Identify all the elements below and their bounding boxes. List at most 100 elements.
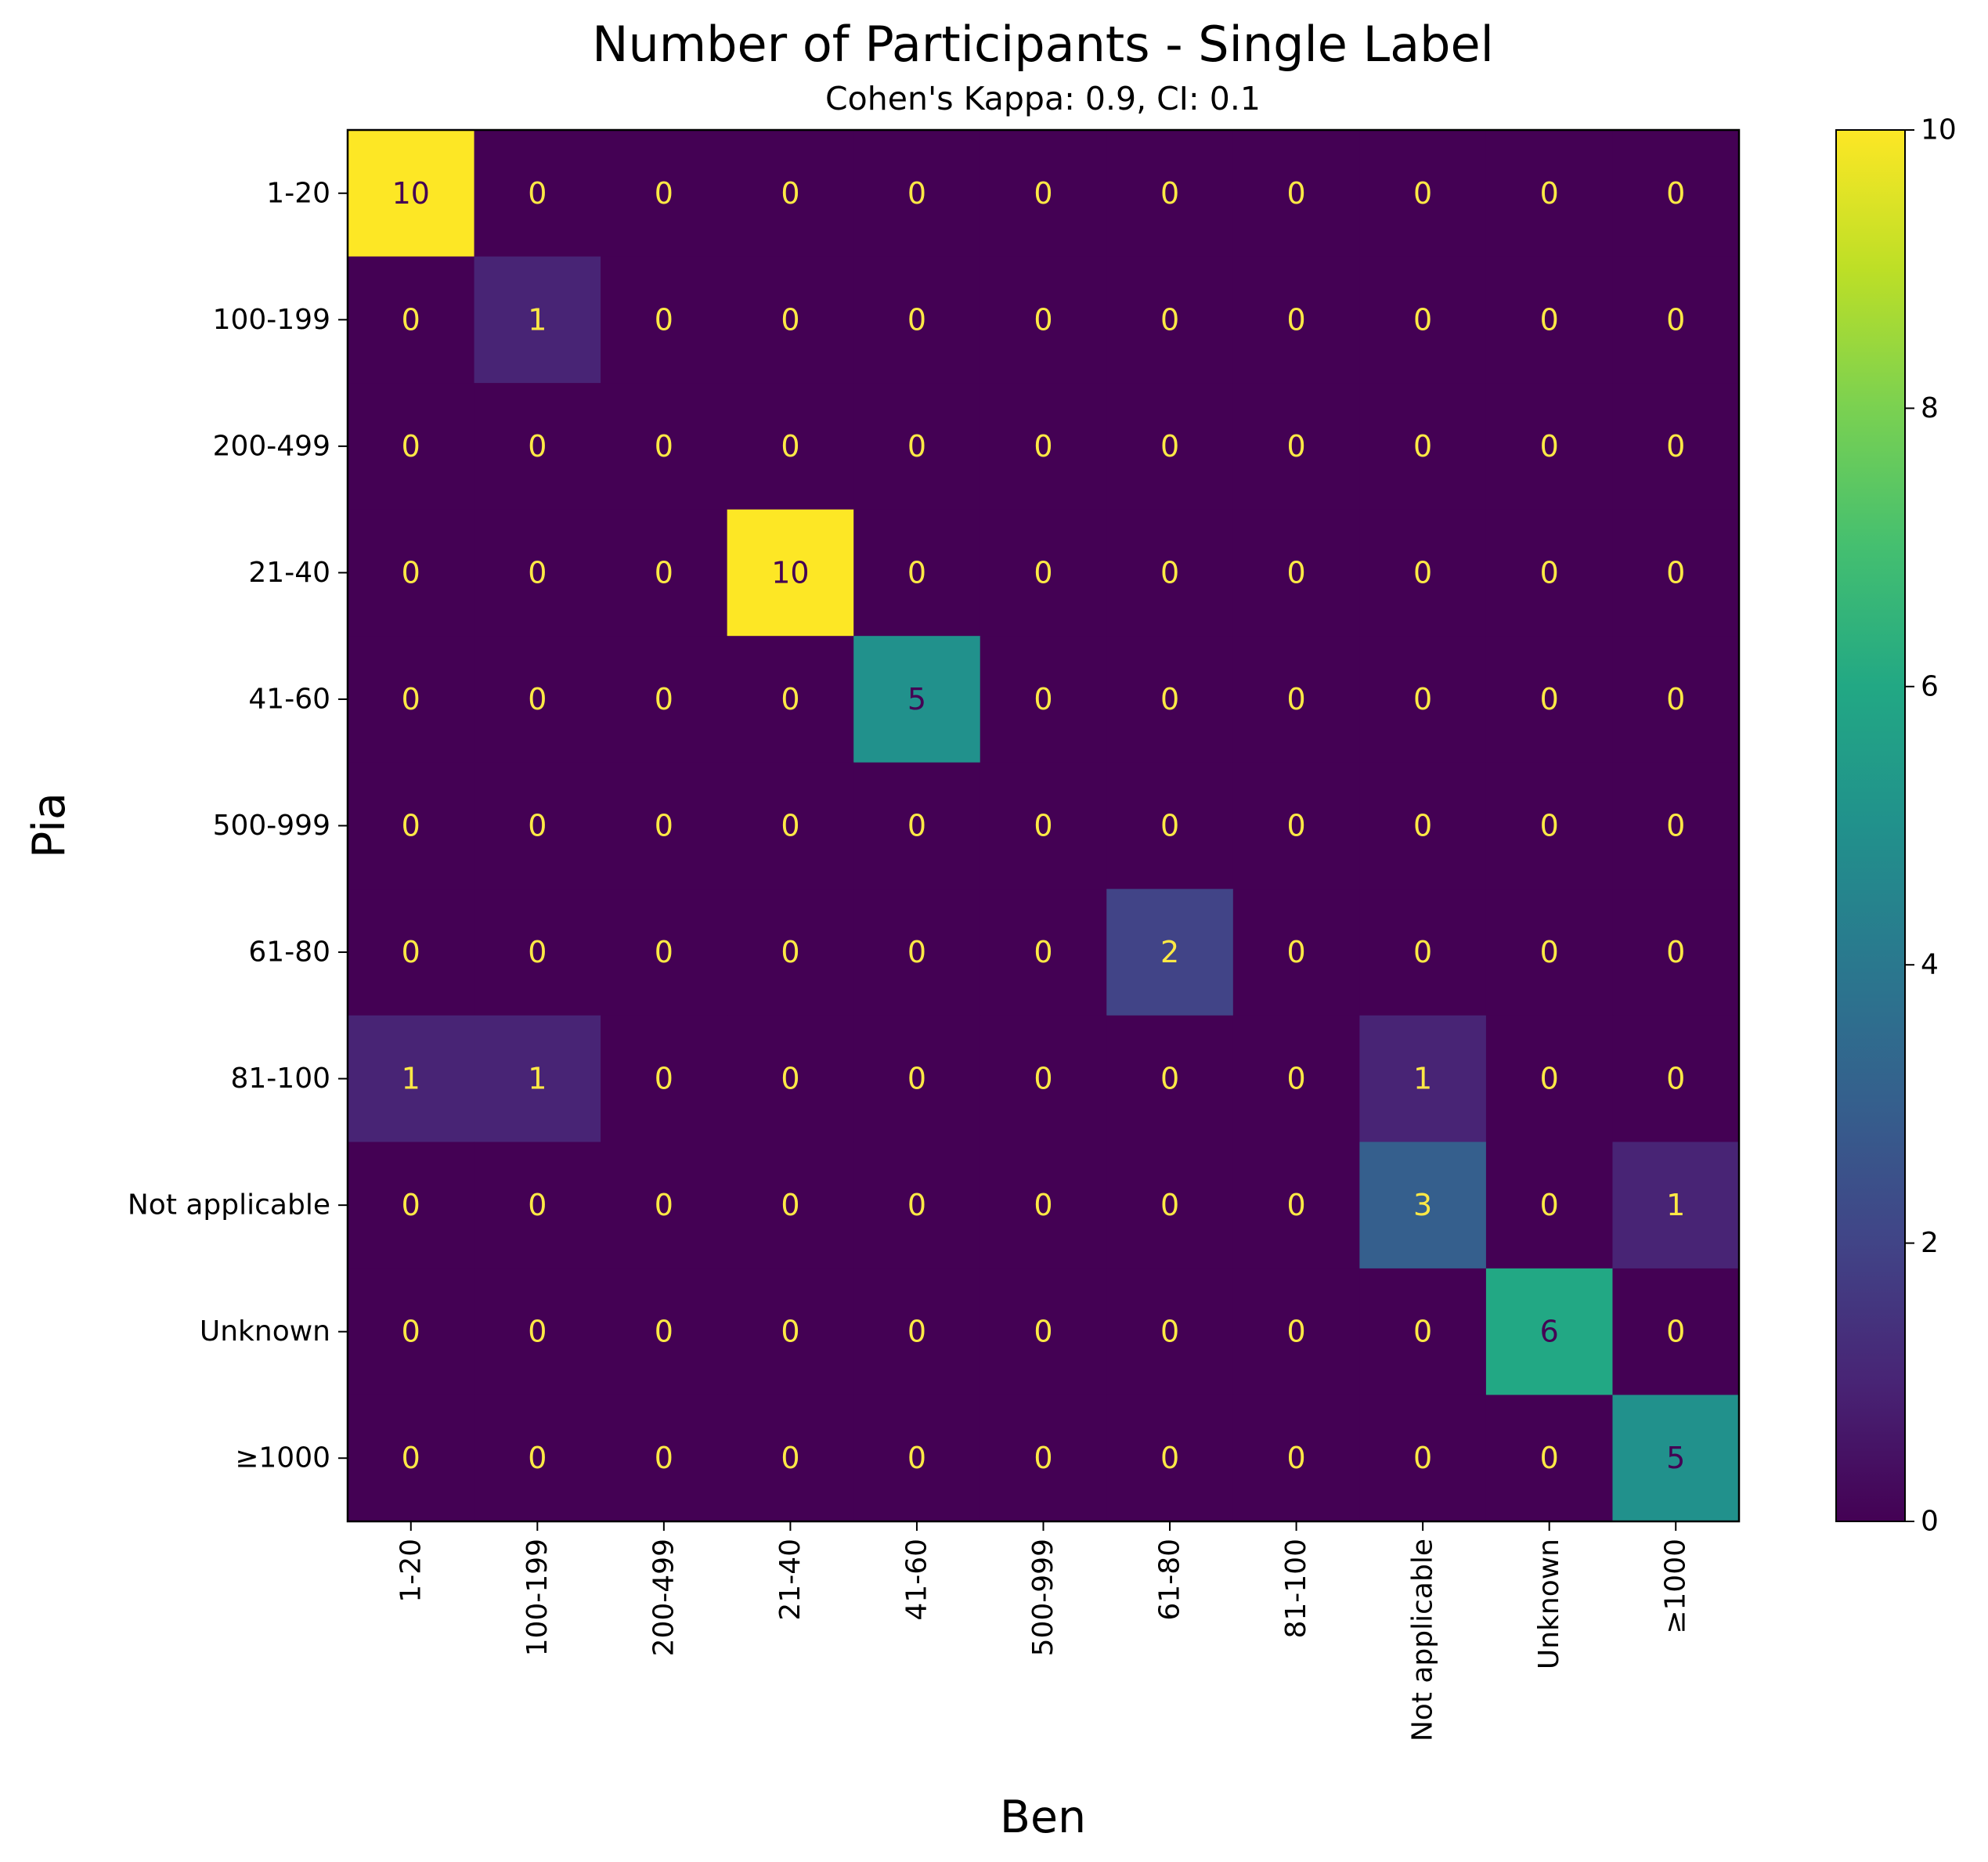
cell-value-label: 0 <box>402 1441 420 1475</box>
heatmap-cell <box>980 889 1107 1016</box>
cell-value-label: 0 <box>528 1441 547 1475</box>
x-tick-label: 100-199 <box>521 1539 554 1656</box>
colorbar-tick-label: 2 <box>1921 1227 1939 1259</box>
cell-value-label: 0 <box>528 682 547 716</box>
heatmap-cell <box>1359 1015 1487 1142</box>
cell-value-label: 0 <box>1286 1315 1305 1349</box>
colorbar-tick-label: 4 <box>1921 949 1939 981</box>
cell-value-label: 0 <box>1160 1315 1179 1349</box>
heatmap-cell <box>980 383 1107 511</box>
cell-value-label: 0 <box>655 1315 673 1349</box>
cell-value-label: 0 <box>655 1062 673 1096</box>
heatmap-cell <box>853 889 981 1016</box>
cell-value-label: 0 <box>1666 935 1685 969</box>
heatmap-cell <box>474 1015 601 1142</box>
cell-value-label: 0 <box>402 809 420 843</box>
cell-value-label: 0 <box>1286 935 1305 969</box>
heatmap-cell <box>727 1268 854 1396</box>
heatmap-cell <box>474 1142 601 1269</box>
colorbar-tick-label: 8 <box>1921 392 1939 424</box>
cell-value-label: 0 <box>781 302 799 337</box>
cell-value-label: 0 <box>1413 1441 1432 1475</box>
y-axis-title: Pia <box>23 792 75 858</box>
heatmap-cell <box>601 1268 728 1396</box>
heatmap-cell <box>1485 636 1614 763</box>
heatmap-cell <box>348 383 475 511</box>
heatmap-cell <box>853 130 981 258</box>
heatmap-cell <box>1485 1015 1614 1142</box>
y-tick-label: 200-499 <box>213 430 330 462</box>
heatmap-cell <box>1232 509 1360 637</box>
heatmap-cell <box>474 256 601 384</box>
heatmap-cell <box>1359 1268 1487 1396</box>
cell-value-label: 0 <box>781 1315 799 1349</box>
heatmap-cell <box>727 762 854 890</box>
heatmap-cell <box>348 509 475 637</box>
colorbar <box>1835 129 1906 1522</box>
cell-value-label: 10 <box>771 555 809 590</box>
y-tick-label: 1-20 <box>266 177 330 209</box>
cell-value-label: 0 <box>1413 1315 1432 1349</box>
heatmap-cell <box>1485 256 1614 384</box>
colorbar-tick-label: 10 <box>1921 114 1957 146</box>
heatmap-cell <box>1612 509 1740 637</box>
heatmap-cell <box>1106 636 1234 763</box>
heatmap-cell <box>1232 1395 1360 1522</box>
cell-value-label: 0 <box>781 1188 799 1222</box>
heatmap-cell <box>1359 762 1487 890</box>
cell-value-label: 0 <box>1034 809 1052 843</box>
cell-value-label: 0 <box>1540 1188 1559 1222</box>
heatmap-cell <box>348 256 475 384</box>
cell-value-label: 0 <box>528 176 547 211</box>
cell-value-label: 0 <box>907 302 926 337</box>
heatmap-cell <box>1232 383 1360 511</box>
cell-value-label: 0 <box>907 1441 926 1475</box>
heatmap-cell <box>1232 762 1360 890</box>
cell-value-label: 0 <box>1666 809 1685 843</box>
cell-value-label: 0 <box>1413 176 1432 211</box>
cell-value-label: 0 <box>1160 1188 1179 1222</box>
cell-value-label: 0 <box>1413 935 1432 969</box>
heatmap-cell <box>1232 1015 1360 1142</box>
cell-value-label: 0 <box>907 1188 926 1222</box>
x-tick-label: 1-20 <box>395 1539 427 1603</box>
heatmap-cell <box>980 1268 1107 1396</box>
cell-value-label: 0 <box>907 1315 926 1349</box>
y-tick-label: 100-199 <box>213 304 330 336</box>
heatmap-cell <box>980 130 1107 258</box>
cell-value-label: 0 <box>1413 429 1432 464</box>
heatmap-cell <box>853 636 981 763</box>
heatmap-cell <box>727 1395 854 1522</box>
cell-value-label: 1 <box>402 1062 420 1096</box>
y-tick-label: 21-40 <box>248 557 330 589</box>
cell-value-label: 1 <box>1413 1062 1432 1096</box>
x-tick-label: 200-499 <box>648 1539 680 1656</box>
cell-value-label: 0 <box>402 935 420 969</box>
heatmap-cell <box>1612 256 1740 384</box>
heatmap-cell <box>1106 1015 1234 1142</box>
heatmap-cell <box>601 1015 728 1142</box>
y-tick-label: ≥1000 <box>235 1442 330 1474</box>
heatmap-cell <box>1485 383 1614 511</box>
heatmap-cell <box>980 256 1107 384</box>
heatmap-cell <box>727 256 854 384</box>
cell-value-label: 0 <box>1034 1188 1052 1222</box>
cell-value-label: 0 <box>1666 682 1685 716</box>
heatmap-cell <box>474 130 601 258</box>
y-tick-label: 41-60 <box>248 683 330 715</box>
heatmap-cell <box>727 1015 854 1142</box>
heatmap-cell <box>1106 130 1234 258</box>
y-tick-label: 500-999 <box>213 810 330 842</box>
cell-value-label: 0 <box>1666 1315 1685 1349</box>
cell-value-label: 0 <box>1666 555 1685 590</box>
cell-value-label: 0 <box>1034 1062 1052 1096</box>
cell-value-label: 0 <box>1286 1188 1305 1222</box>
cell-value-label: 0 <box>655 935 673 969</box>
heatmap-cell <box>1106 1142 1234 1269</box>
heatmap-cell <box>1106 889 1234 1016</box>
heatmap-cell <box>601 256 728 384</box>
cell-value-label: 0 <box>1666 302 1685 337</box>
heatmap-cell <box>601 1395 728 1522</box>
heatmap-cell <box>1612 1395 1740 1522</box>
cell-value-label: 0 <box>655 682 673 716</box>
